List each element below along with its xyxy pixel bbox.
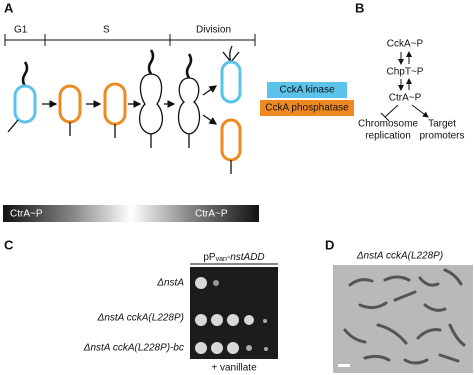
legend-swatch (260, 100, 354, 116)
strain-label: ΔnstA (156, 278, 184, 289)
panel-label: D (325, 237, 334, 252)
legend-label: CckA phosphatase (265, 103, 349, 114)
micrograph (333, 265, 473, 373)
output-label: replication (365, 131, 411, 142)
output-label: Target (428, 119, 456, 130)
micrograph-cells (343, 268, 466, 365)
plate-footer: + vanillate (211, 363, 257, 374)
legend-swatch (267, 82, 347, 98)
output-label: Chromosome (358, 119, 418, 130)
phase-label: Division (196, 25, 231, 36)
node-label: ChpT~P (387, 67, 424, 78)
panel-label: C (4, 237, 14, 252)
plate-header: pPvan-nstADD (203, 252, 264, 263)
colony-spots (195, 277, 268, 354)
phase-label: S (103, 25, 110, 36)
panel-label: A (4, 0, 14, 15)
gradient-label: CtrA~P (195, 209, 228, 220)
node-label: CtrA~P (389, 93, 422, 104)
strain-label: ΔnstA cckA(L228P) (97, 313, 184, 324)
pathway-arrows (380, 51, 429, 122)
gradient-bar (131, 205, 259, 222)
text-part: pP (203, 252, 216, 263)
gradient-label: CtrA~P (10, 209, 43, 220)
text-part: -nstADD (227, 252, 265, 263)
output-label: promoters (419, 131, 464, 142)
scale-bar (338, 364, 350, 367)
node-label: CckA~P (387, 39, 424, 50)
strain-label: ΔnstA cckA(L228P)-bc (83, 343, 184, 354)
phase-label: G1 (14, 25, 28, 36)
micrograph-title: ΔnstA cckA(L228P) (356, 251, 443, 262)
gradient-bar (3, 205, 131, 222)
legend-label: CckA kinase (279, 85, 334, 96)
cell-cycle-drawing (7, 45, 242, 174)
panel-label: B (355, 0, 364, 15)
timeline (4, 34, 256, 46)
text-part: van (216, 256, 227, 263)
